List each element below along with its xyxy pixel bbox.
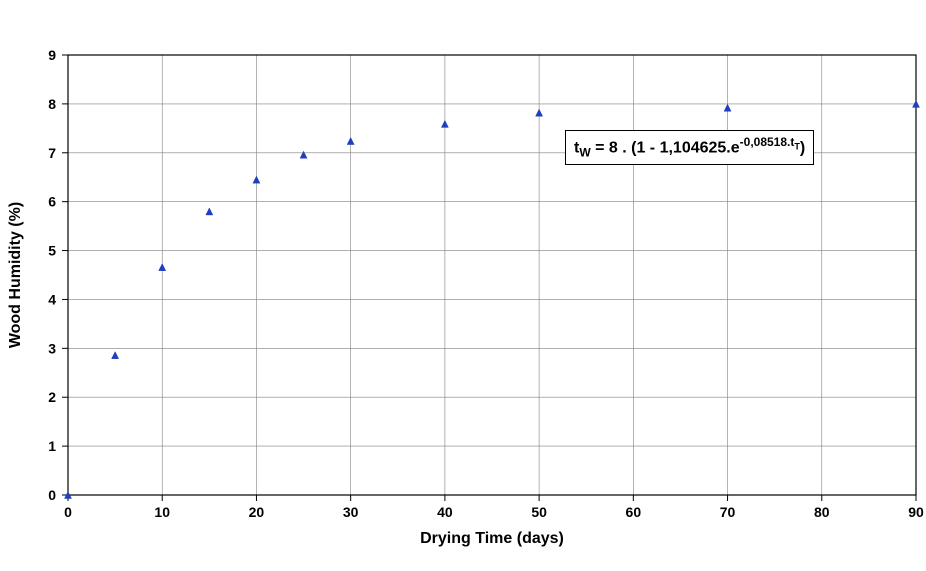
formula-annotation: tW = 8 . (1 - 1,104625.e-0,08518.tT) <box>565 130 814 165</box>
y-tick-label: 7 <box>48 145 56 161</box>
y-tick-label: 6 <box>48 194 56 210</box>
y-tick-label: 2 <box>48 389 56 405</box>
x-tick-label: 50 <box>531 504 547 520</box>
x-tick-label: 70 <box>720 504 736 520</box>
y-tick-label: 4 <box>48 291 56 307</box>
chart-container: 0 10 20 30 40 50 60 70 80 90 0 1 2 3 4 5 6 7 8 9 Drying Time… <box>0 0 926 571</box>
x-tick-label: 0 <box>64 504 72 520</box>
scatter-chart: 0 10 20 30 40 50 60 70 80 90 0 1 2 3 4 5 6 7 8 9 Drying Time… <box>0 0 926 571</box>
formula-sub1: W <box>579 146 590 160</box>
y-tick-label: 3 <box>48 340 56 356</box>
x-tick-label: 20 <box>249 504 265 520</box>
y-tick-label: 0 <box>48 487 56 503</box>
formula-suffix: ) <box>800 139 805 156</box>
y-tick-label: 1 <box>48 438 56 454</box>
y-tick-label: 8 <box>48 96 56 112</box>
x-axis-label: Drying Time (days) <box>420 530 564 547</box>
x-tick-label: 60 <box>626 504 642 520</box>
x-tick-label: 30 <box>343 504 359 520</box>
y-tick-label: 9 <box>48 47 56 63</box>
formula-mid1: = 8 . (1 - 1,104625.e <box>591 139 740 156</box>
formula-sup: -0,08518.tT <box>740 135 800 149</box>
x-tick-label: 40 <box>437 504 453 520</box>
x-tick-label: 90 <box>908 504 924 520</box>
x-tick-label: 80 <box>814 504 830 520</box>
y-tick-label: 5 <box>48 243 56 259</box>
y-axis-label: Wood Humidity (%) <box>7 202 24 348</box>
formula-sup-text: -0,08518.t <box>740 135 795 149</box>
x-tick-label: 10 <box>154 504 170 520</box>
